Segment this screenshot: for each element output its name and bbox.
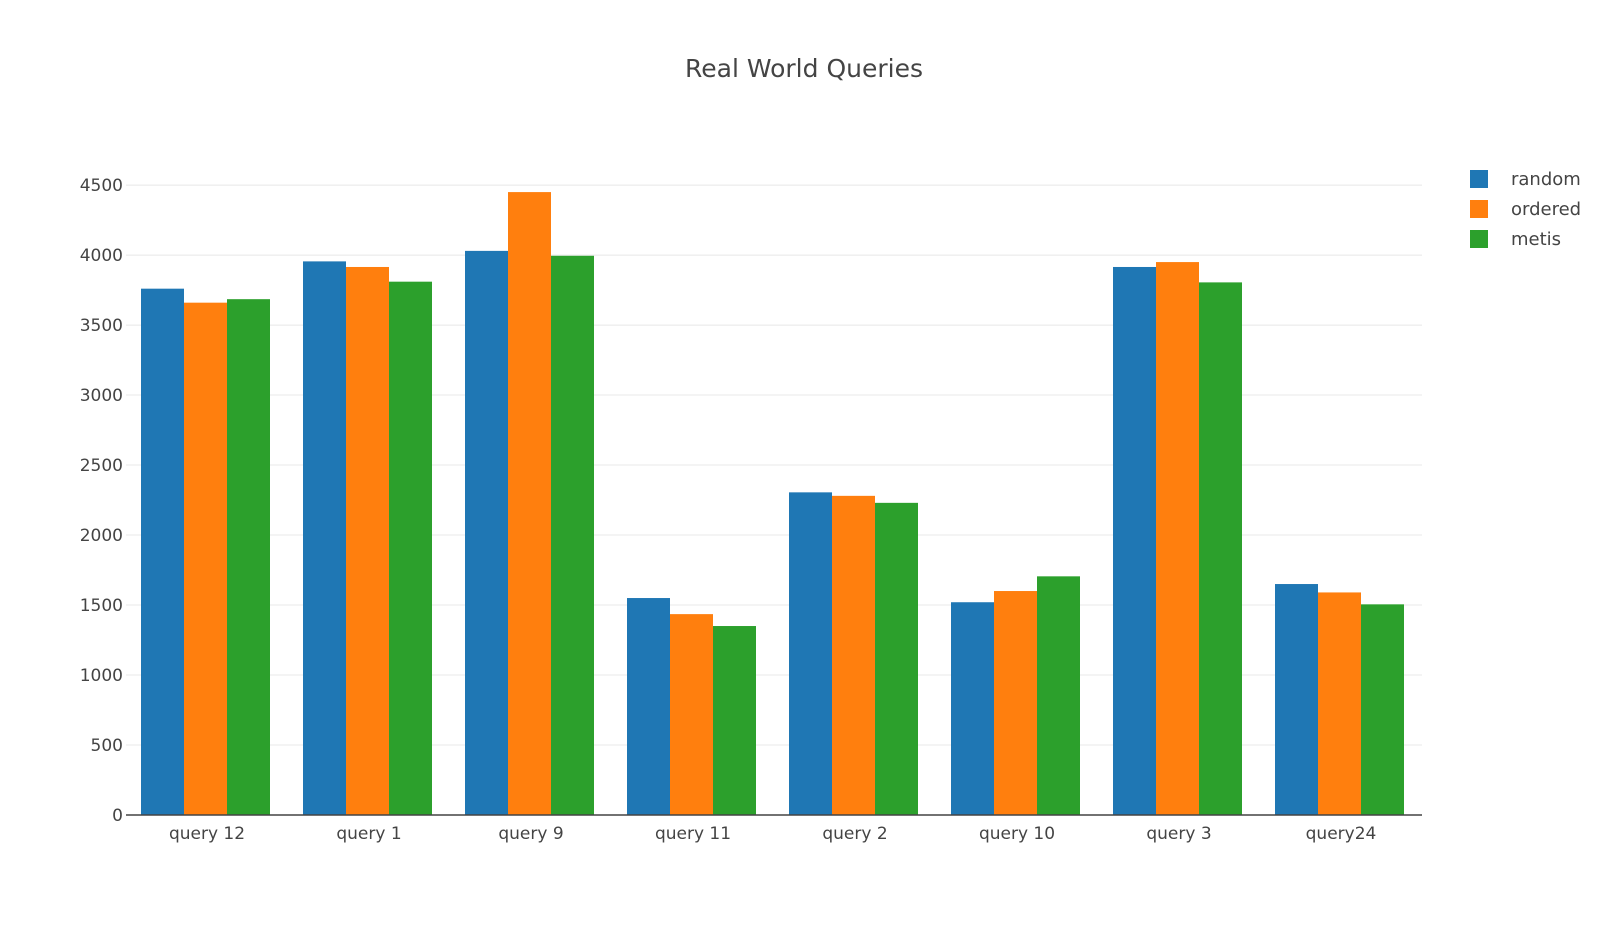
y-tick-label: 500	[91, 736, 123, 756]
bar-metis-0	[227, 299, 270, 815]
bar-metis-5	[1037, 576, 1080, 815]
y-tick-label: 1500	[80, 596, 123, 616]
legend-label-metis: metis	[1511, 229, 1561, 250]
bar-random-5	[951, 602, 994, 815]
bar-ordered-4	[832, 495, 875, 815]
x-tick-label: query 10	[979, 824, 1055, 844]
bar-random-0	[141, 288, 184, 816]
bar-random-7	[1275, 584, 1318, 815]
bar-ordered-0	[184, 302, 227, 815]
bar-metis-6	[1199, 282, 1242, 815]
legend-label-random: random	[1511, 169, 1581, 190]
bar-random-3	[627, 598, 670, 815]
y-tick-label: 3500	[80, 316, 123, 336]
x-tick-label: query 1	[336, 824, 401, 844]
y-tick-label: 0	[112, 806, 123, 826]
y-tick-label: 2500	[80, 456, 123, 476]
y-tick-label: 4500	[80, 176, 123, 196]
bar-ordered-3	[670, 614, 713, 815]
x-axis-tick-labels: query 12 query 1 query 9 query 11 query 2 que…	[169, 824, 1376, 844]
legend: random ordered metis	[1470, 169, 1581, 250]
x-tick-label: query 9	[498, 824, 563, 844]
legend-label-ordered: ordered	[1511, 199, 1581, 220]
bar-ordered-6	[1156, 262, 1199, 816]
bar-random-6	[1113, 266, 1156, 816]
bar-random-4	[789, 492, 832, 815]
x-tick-label: query 12	[169, 824, 245, 844]
legend-swatch-metis	[1470, 230, 1488, 248]
y-axis-tick-labels: 0 500 1000 1500 2000 2500 3000 3500 4000 4500	[80, 176, 123, 826]
bars	[141, 192, 1404, 816]
y-tick-label: 2000	[80, 526, 123, 546]
bar-ordered-2	[508, 192, 551, 816]
chart-title: Real World Queries	[685, 54, 923, 83]
bar-metis-2	[551, 255, 594, 815]
y-tick-label: 3000	[80, 386, 123, 406]
legend-swatch-ordered	[1470, 200, 1488, 218]
x-tick-label: query 3	[1146, 824, 1211, 844]
bar-metis-7	[1361, 604, 1404, 815]
bar-ordered-5	[994, 591, 1037, 815]
bar-random-1	[303, 261, 346, 815]
legend-swatch-random	[1470, 170, 1488, 188]
y-tick-label: 4000	[80, 246, 123, 266]
x-tick-label: query24	[1306, 824, 1377, 844]
y-tick-label: 1000	[80, 666, 123, 686]
bar-ordered-7	[1318, 592, 1361, 815]
bar-metis-1	[389, 281, 432, 815]
bar-ordered-1	[346, 266, 389, 816]
x-tick-label: query 11	[655, 824, 731, 844]
bar-metis-4	[875, 502, 918, 815]
x-tick-label: query 2	[822, 824, 887, 844]
bar-metis-3	[713, 626, 756, 815]
bar-random-2	[465, 250, 508, 815]
